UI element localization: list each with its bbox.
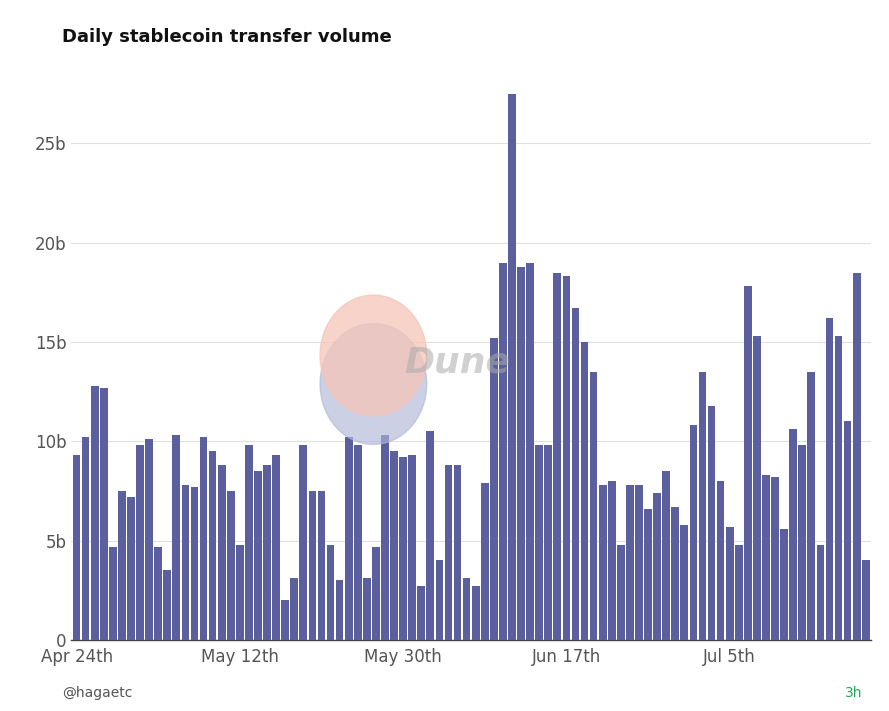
Bar [372,547,380,640]
Bar [308,491,316,640]
Bar [436,560,444,640]
Text: Dune: Dune [404,346,510,380]
Bar [155,547,162,640]
Text: @hagaetc: @hagaetc [62,686,132,700]
Bar [136,445,144,640]
Text: 3h: 3h [845,686,862,700]
Bar [762,475,770,640]
Bar [835,336,843,640]
Bar [291,578,298,640]
Bar [717,481,725,640]
Bar [789,429,797,640]
Bar [509,94,516,640]
Bar [499,262,507,640]
Bar [862,560,869,640]
Bar [200,437,207,640]
Bar [227,491,235,640]
Bar [172,435,180,640]
Bar [744,287,752,640]
Bar [680,525,688,640]
Bar [635,485,643,640]
Bar [544,445,552,640]
Bar [254,471,262,640]
Bar [127,497,135,640]
Bar [853,272,861,640]
Bar [725,527,733,640]
Bar [363,578,371,640]
Bar [418,587,425,640]
Bar [263,465,271,640]
Bar [662,471,670,640]
Bar [807,372,815,640]
Bar [772,477,779,640]
Bar [798,445,806,640]
Bar [345,437,353,640]
Bar [82,437,90,640]
Bar [300,445,308,640]
Bar [91,385,99,640]
Bar [100,387,108,640]
Bar [490,338,498,640]
Bar [281,600,289,640]
Text: Daily stablecoin transfer volume: Daily stablecoin transfer volume [62,28,392,46]
Bar [190,487,198,640]
Bar [145,439,153,640]
Bar [671,507,679,640]
Bar [109,547,116,640]
Bar [444,465,453,640]
Bar [381,435,388,640]
Bar [399,457,407,640]
Bar [572,309,580,640]
Bar [181,485,189,640]
Bar [735,545,742,640]
Bar [617,545,625,640]
Bar [472,587,479,640]
Bar [463,578,470,640]
Bar [708,405,716,640]
Bar [626,485,634,640]
Bar [599,485,606,640]
Bar [563,277,570,640]
Bar [427,432,434,640]
Bar [236,545,244,640]
Bar [408,455,416,640]
Bar [118,491,125,640]
Bar [753,336,761,640]
Bar [826,319,833,640]
Bar [589,372,597,640]
Bar [317,491,325,640]
Bar [481,483,489,640]
Bar [218,465,226,640]
Bar [336,580,343,640]
Bar [272,455,280,640]
Bar [581,342,589,640]
Bar [164,570,172,640]
Bar [699,372,707,640]
Bar [653,493,661,640]
Bar [817,545,824,640]
Bar [690,425,697,640]
Bar [390,451,398,640]
Bar [517,267,525,640]
Bar [645,509,652,640]
Bar [535,445,543,640]
Bar [327,545,334,640]
Bar [844,422,852,640]
Bar [354,445,362,640]
Bar [554,272,561,640]
Bar [73,455,80,640]
Bar [453,465,461,640]
Bar [526,262,534,640]
Bar [209,451,217,640]
Bar [608,481,616,640]
Bar [781,529,788,640]
Bar [245,445,252,640]
